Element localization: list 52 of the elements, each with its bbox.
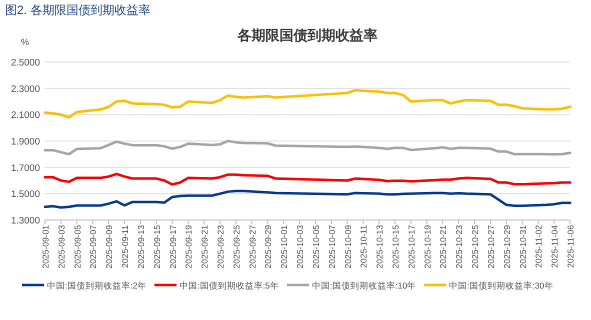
y-tick-label: 1.7000 bbox=[10, 162, 40, 174]
legend-label: 中国:国债到期收益率:2年 bbox=[47, 280, 146, 290]
x-tick-label: 2025-09-13 bbox=[136, 224, 146, 268]
x-tick-label: 2025-10-11 bbox=[358, 224, 369, 268]
x-tick-label: 2025-09-07 bbox=[88, 224, 98, 268]
x-tick-label: 2025-09-17 bbox=[168, 224, 178, 268]
line-series bbox=[44, 140, 572, 156]
x-tick-label: 2025-09-23 bbox=[216, 224, 226, 268]
y-tick-label: 1.5000 bbox=[10, 189, 40, 200]
x-tick-label: 2025-10-15 bbox=[390, 224, 400, 268]
x-tick-label: 2025-10-17 bbox=[406, 224, 416, 268]
line-series bbox=[44, 190, 572, 209]
x-tick-label: 2025-09-05 bbox=[72, 224, 82, 268]
y-tick-label: 1.3000 bbox=[10, 216, 40, 226]
x-tick-label: 2025-10-31 bbox=[518, 224, 528, 268]
legend-label: 中国:国债到期收益率:5年 bbox=[179, 280, 279, 290]
x-tick-label: 2025-10-29 bbox=[502, 224, 512, 268]
chart-title: 各期限国债到期收益率 bbox=[236, 27, 378, 43]
x-tick-label: 2025-09-01 bbox=[40, 224, 50, 268]
x-tick-label: 2025-11-02 bbox=[534, 224, 544, 268]
line-series bbox=[44, 89, 572, 119]
x-tick-label: 2025-10-09 bbox=[342, 224, 353, 268]
x-tick-label: 2025-09-11 bbox=[120, 224, 130, 268]
y-tick-label: 1.9000 bbox=[10, 136, 40, 148]
x-tick-label: 2025-11-06 bbox=[566, 224, 576, 268]
x-tick-label: 2025-09-03 bbox=[56, 224, 66, 268]
x-tick-label: 2025-09-27 bbox=[247, 224, 258, 268]
legend-label: 中国:国债到期收益率:30年 bbox=[449, 280, 554, 290]
x-tick-label: 2025-10-27 bbox=[486, 224, 496, 268]
x-tick-label: 2025-10-05 bbox=[310, 224, 321, 268]
x-tick-label: 2025-09-29 bbox=[263, 224, 274, 268]
legend-label: 中国:国债到期收益率:10年 bbox=[312, 280, 416, 290]
x-tick-label: 2025-09-25 bbox=[231, 224, 242, 268]
x-tick-label: 2025-09-21 bbox=[200, 224, 210, 268]
x-tick-label: 2025-10-23 bbox=[454, 224, 464, 268]
x-tick-label: 2025-10-25 bbox=[470, 224, 480, 268]
y-tick-label: 2.1000 bbox=[10, 110, 40, 122]
y-tick-label: 2.5000 bbox=[10, 58, 40, 68]
x-tick-label: 2025-10-19 bbox=[422, 224, 432, 268]
x-tick-label: 2025-10-07 bbox=[326, 224, 337, 268]
x-tick-label: 2025-10-03 bbox=[295, 224, 306, 268]
y-axis-title: % bbox=[20, 37, 30, 47]
y-tick-label: 2.3000 bbox=[10, 84, 40, 95]
x-tick-label: 2025-10-21 bbox=[438, 224, 448, 268]
caption: 图2. 各期限国债到期收益率 bbox=[5, 3, 150, 17]
x-tick-label: 2025-10-13 bbox=[374, 224, 385, 268]
x-tick-label: 2025-09-19 bbox=[184, 224, 194, 268]
x-tick-label: 2025-09-09 bbox=[104, 224, 114, 268]
x-tick-label: 2025-09-15 bbox=[152, 224, 162, 268]
line-series bbox=[44, 172, 572, 186]
x-tick-label: 2025-11-04 bbox=[550, 224, 560, 268]
x-tick-label: 2025-10-01 bbox=[279, 224, 290, 268]
